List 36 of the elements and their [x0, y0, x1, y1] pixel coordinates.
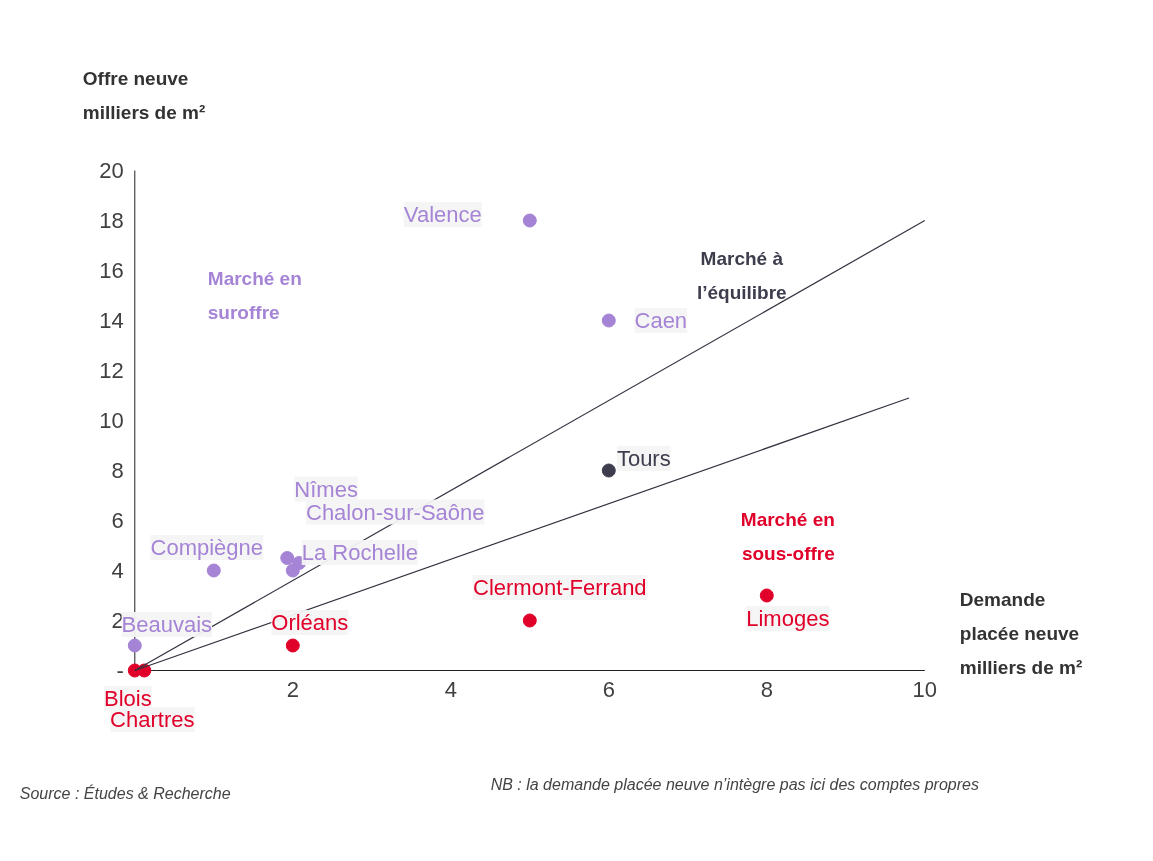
y-tick-label: 18	[99, 208, 124, 233]
x-axis-title: Demande placée neuve milliers de m²	[959, 588, 1083, 678]
annotation: Chalon-sur-Saône	[306, 499, 485, 525]
source-note: Source : Études & Recherche	[19, 783, 231, 802]
annotation: Limoges	[746, 606, 830, 631]
annotation: Nîmes	[294, 476, 358, 502]
text: NB : la demande placée neuve n’intègre pas ici des comptes propres	[490, 776, 979, 794]
y-tick-label: 14	[99, 308, 124, 333]
annotation: Caen	[634, 308, 688, 333]
annotation: Tours	[616, 446, 671, 471]
annotation: Chartres	[110, 707, 195, 732]
y-tick-label: 4	[111, 558, 124, 583]
y-tick-label: 6	[111, 508, 124, 533]
x-tick-label: 10	[912, 676, 938, 702]
annotation: Marché en suroffre	[207, 267, 302, 323]
annotation: Marché en sous-offre	[740, 508, 835, 564]
annotation: Clermont-Ferrand	[473, 575, 647, 600]
y-tick-label: 2	[111, 608, 124, 633]
annotation: Blois	[103, 686, 152, 711]
x-tick-label: 6	[602, 676, 615, 702]
y-axis-title: Offre neuve milliers de m²	[82, 67, 206, 123]
annotation: Beauvais	[121, 612, 213, 637]
annotation: Marché à l’équilibre	[696, 247, 787, 303]
y-tick-label: 16	[99, 258, 124, 283]
annotation: Valence	[403, 202, 482, 227]
annotation: Orléans	[271, 610, 349, 635]
annotation: Compiègne	[150, 535, 264, 560]
y-tick-label: 10	[99, 408, 124, 433]
y-tick-label: -	[116, 658, 124, 683]
annotation: La Rochelle	[301, 540, 418, 565]
x-tick-label: 2	[286, 676, 299, 702]
y-tick-label: 8	[111, 458, 124, 483]
y-tick-label: 20	[99, 158, 124, 183]
x-tick-label: 4	[444, 676, 457, 702]
x-tick-label: 8	[760, 676, 773, 702]
y-tick-label: 12	[99, 358, 124, 383]
